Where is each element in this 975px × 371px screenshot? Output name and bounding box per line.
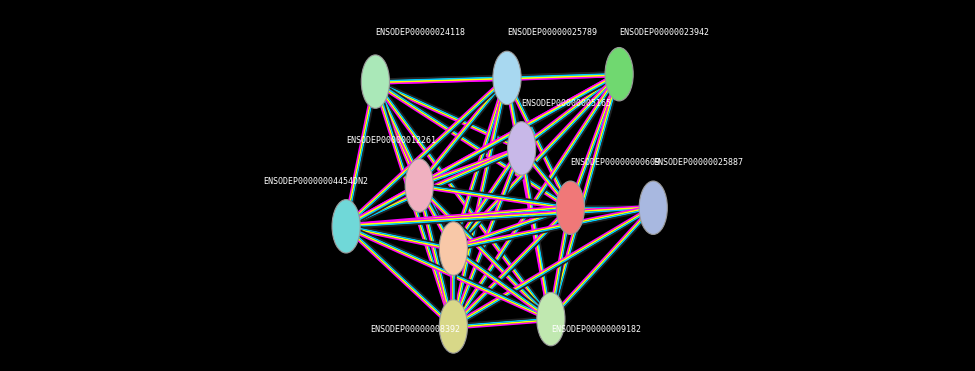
Text: ENSODEP00000025789: ENSODEP00000025789 — [507, 28, 597, 37]
Ellipse shape — [440, 300, 467, 353]
Ellipse shape — [362, 55, 389, 108]
Ellipse shape — [332, 200, 360, 253]
Text: ENSODEP00000008392: ENSODEP00000008392 — [370, 325, 460, 334]
Ellipse shape — [493, 51, 521, 105]
Ellipse shape — [537, 292, 565, 346]
Ellipse shape — [605, 47, 633, 101]
Text: ENSODEP00000023942: ENSODEP00000023942 — [619, 28, 709, 37]
Ellipse shape — [440, 222, 467, 275]
Ellipse shape — [640, 181, 667, 234]
Ellipse shape — [557, 181, 584, 234]
Text: ENSODEP00000012261: ENSODEP00000012261 — [346, 136, 436, 145]
Text: ENSODEP00000005165: ENSODEP00000005165 — [522, 99, 611, 108]
Text: ENSODEP00000004454DN2: ENSODEP00000004454DN2 — [263, 177, 369, 186]
Text: ENSODEP00000009182: ENSODEP00000009182 — [551, 325, 641, 334]
Ellipse shape — [508, 122, 535, 175]
Text: ENSODEP00000024118: ENSODEP00000024118 — [375, 28, 465, 37]
Text: ENSODEP00000000609: ENSODEP00000000609 — [570, 158, 660, 167]
Ellipse shape — [406, 159, 433, 212]
Text: ENSODEP00000025887: ENSODEP00000025887 — [653, 158, 743, 167]
